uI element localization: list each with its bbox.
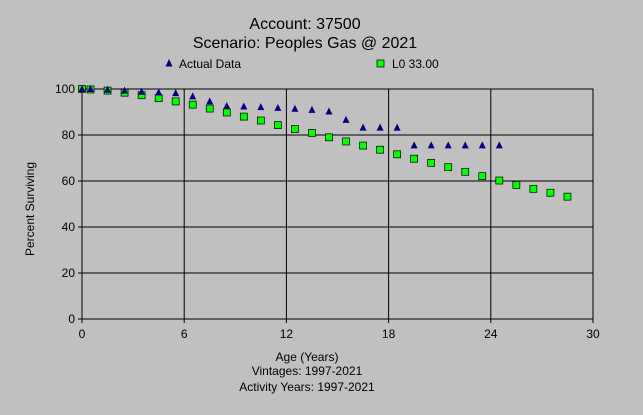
plot-area: [81, 88, 594, 320]
tick-marks: [78, 88, 594, 323]
actual-data-point: [359, 123, 367, 131]
actual-data-point: [206, 97, 214, 105]
actual-data-point: [342, 115, 350, 123]
l0-curve-point: [563, 192, 572, 201]
actual-data-point: [87, 85, 95, 92]
l0-curve-point: [291, 125, 299, 133]
l0-curve-point: [427, 158, 436, 167]
l0-curve-point: [359, 141, 367, 150]
actual-data-point: [121, 86, 129, 94]
actual-data-point: [376, 123, 384, 131]
actual-data-point: [257, 103, 265, 111]
l0-curve-point: [239, 112, 248, 121]
l0-curve-point: [171, 97, 180, 106]
l0-curve-point: [546, 188, 555, 197]
actual-data-point: [78, 85, 86, 92]
actual-data-point: [393, 123, 401, 131]
l0-curve-point: [512, 181, 521, 189]
l0-curve-point: [478, 172, 487, 181]
legend-marker-actual: [165, 59, 173, 67]
chart-title: Account: 37500: [249, 16, 360, 33]
actual-data-point: [325, 107, 333, 115]
actual-data-point: [172, 89, 180, 97]
l0-curve-point: [154, 94, 163, 103]
l0-curve-point: [410, 154, 418, 163]
actual-data-point: [427, 141, 435, 149]
actual-data-point: [410, 141, 418, 149]
actual-data-point: [223, 102, 231, 110]
y-tick-label: 60: [62, 174, 76, 188]
l0-curve-point: [205, 104, 214, 113]
chart-subtitle: Scenario: Peoples Gas @ 2021: [193, 35, 417, 52]
series-l0: [78, 85, 572, 201]
actual-data-point: [155, 88, 163, 96]
l0-curve-point: [444, 163, 453, 172]
l0-curve-point: [188, 100, 197, 109]
l0-curve-point: [461, 167, 470, 176]
l0-curve-point: [495, 176, 504, 185]
x-tick-label: 24: [484, 327, 498, 341]
x-tick-label: 6: [181, 327, 188, 341]
series-actual: [78, 85, 503, 149]
footer-vintages: Vintages: 1997-2021: [252, 364, 363, 378]
actual-data-point: [104, 85, 112, 93]
l0-curve-point: [529, 184, 538, 193]
y-axis-label: Percent Surviving: [23, 162, 37, 256]
actual-data-point: [495, 141, 503, 149]
l0-curve-point: [274, 121, 282, 129]
l0-curve-point: [376, 145, 384, 154]
y-tick-label: 100: [55, 82, 75, 96]
l0-curve-point: [308, 129, 316, 137]
x-tick-label: 18: [382, 327, 396, 341]
actual-data-point: [274, 103, 282, 111]
footer-activity-years: Activity Years: 1997-2021: [239, 380, 375, 394]
actual-data-point: [478, 141, 486, 149]
x-tick-label: 30: [586, 327, 600, 341]
l0-curve-point: [325, 133, 333, 142]
x-tick-labels: 0 6 12 18 24 30: [79, 327, 600, 341]
l0-curve-point: [257, 116, 265, 125]
l0-curve-point: [393, 150, 401, 159]
y-tick-label: 80: [62, 128, 76, 142]
actual-data-point: [240, 102, 248, 110]
grid-lines: [82, 89, 593, 319]
actual-data-point: [291, 104, 299, 112]
x-tick-label: 12: [280, 327, 294, 341]
legend: Actual Data L0 33.00: [165, 57, 439, 71]
x-tick-label: 0: [79, 327, 86, 341]
legend-label-actual: Actual Data: [179, 57, 241, 71]
actual-data-point: [444, 141, 452, 149]
y-tick-label: 40: [62, 220, 76, 234]
actual-data-point: [138, 87, 146, 95]
x-axis-label: Age (Years): [276, 350, 339, 364]
legend-marker-l0: [376, 59, 385, 68]
actual-data-point: [189, 92, 197, 100]
legend-label-l0: L0 33.00: [392, 57, 439, 71]
y-tick-label: 20: [62, 266, 76, 280]
actual-data-point: [308, 105, 316, 113]
y-tick-label: 0: [68, 312, 75, 326]
l0-curve-point: [342, 137, 350, 146]
l0-curve-point: [222, 108, 231, 117]
y-tick-labels: 0 20 40 60 80 100: [55, 82, 75, 326]
actual-data-point: [461, 141, 469, 149]
